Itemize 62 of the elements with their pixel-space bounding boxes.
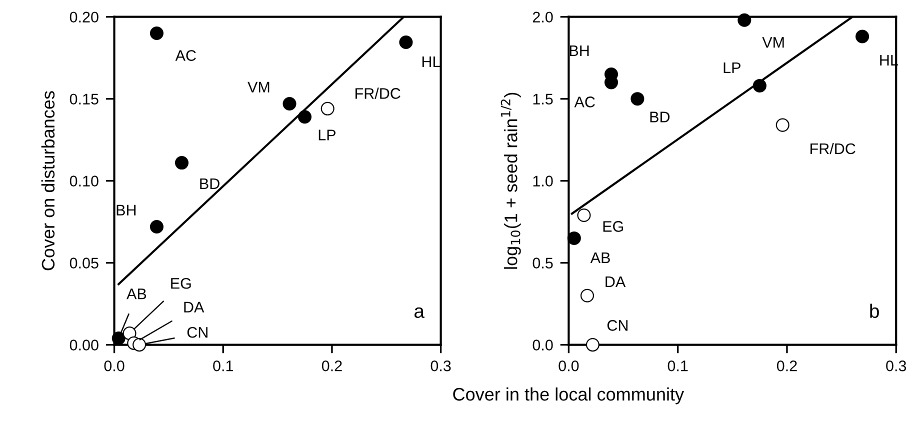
point <box>399 35 413 50</box>
annotation: EG <box>171 278 191 289</box>
point <box>298 110 312 124</box>
annotation: CN <box>187 326 208 338</box>
annotation: AB <box>126 288 146 300</box>
y-axis-title: log$_{10}$(1 + seed rain$^{1/2}$) <box>500 92 521 269</box>
annotation: LP <box>724 62 740 73</box>
annotation: VM <box>762 37 784 48</box>
x-tick-label: 0.3 <box>430 360 451 372</box>
annotation: CN <box>607 320 628 331</box>
point <box>738 13 752 27</box>
x-tick-label: 0.2 <box>322 360 342 372</box>
point <box>132 338 146 352</box>
annotation: HL <box>422 56 440 68</box>
annotation: BH <box>570 45 589 56</box>
x-tick-label: 0.1 <box>213 360 233 372</box>
y-tick-label: 2.0 <box>532 12 553 23</box>
annotation: AC <box>574 96 595 108</box>
y-tick-label: 0.10 <box>70 176 98 187</box>
annotation: LP <box>318 130 336 140</box>
annotation: BD <box>200 178 220 189</box>
y-axis-title: Cover on disturbances <box>41 91 55 270</box>
point <box>174 156 189 170</box>
point <box>586 338 600 352</box>
annotation: AC <box>175 50 196 61</box>
annotation: AB <box>590 252 610 263</box>
y-tick-label: 0.05 <box>70 258 98 268</box>
y-tick-label: 0.15 <box>70 94 98 105</box>
y-tick-label: 0.20 <box>70 12 98 23</box>
point <box>752 78 766 92</box>
y-tick-label: 0.00 <box>70 340 98 350</box>
point <box>282 96 296 111</box>
x-tick-label: 0.1 <box>668 360 688 372</box>
annotation: FR/DC <box>356 88 400 99</box>
point <box>150 220 164 234</box>
y-tick-label: 1.5 <box>533 94 553 105</box>
x-tick-label: 0.0 <box>558 360 579 372</box>
point <box>150 26 164 40</box>
annotation: FR/DC <box>810 142 856 154</box>
annotation: EG <box>603 221 624 232</box>
point <box>112 331 126 346</box>
x-tick-label: 0.2 <box>776 360 797 372</box>
point <box>577 208 591 222</box>
point <box>776 118 790 132</box>
point <box>567 231 581 245</box>
point <box>856 30 870 44</box>
annotation: DA <box>184 302 204 312</box>
annotation: b <box>870 304 879 318</box>
y-tick-label: 1.0 <box>533 176 553 187</box>
x-tick-label: 0.0 <box>104 360 124 372</box>
annotation: BD <box>650 112 670 122</box>
point <box>630 92 644 106</box>
x-tick-label: 0.3 <box>886 360 906 372</box>
point <box>580 288 594 302</box>
annotation: VM <box>248 82 270 92</box>
annotation: DA <box>606 276 626 288</box>
annotation: BH <box>116 204 136 216</box>
x-axis-title: Cover in the local community <box>453 387 684 404</box>
annotation: a <box>414 307 424 318</box>
y-tick-label: 0.5 <box>532 258 553 268</box>
point <box>320 102 334 116</box>
y-tick-label: 0.0 <box>532 340 553 350</box>
